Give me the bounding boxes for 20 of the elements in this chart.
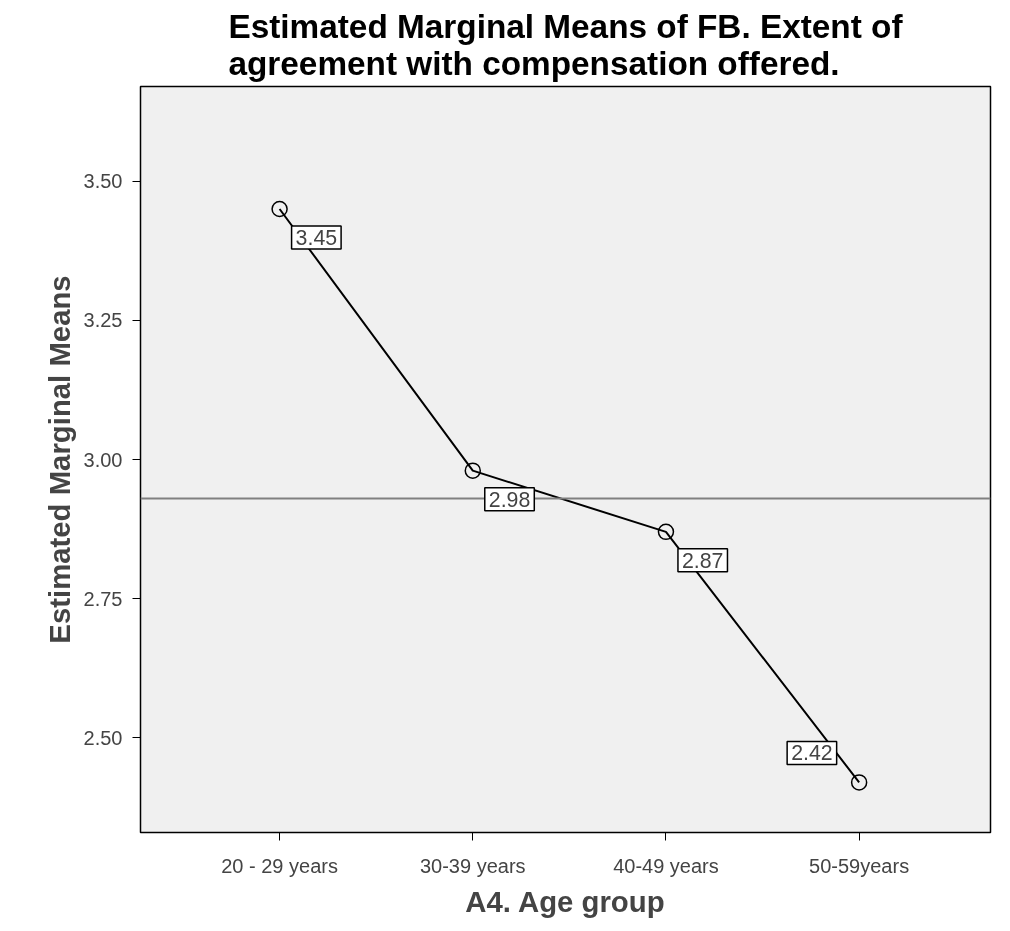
data-label: 2.87 — [681, 548, 724, 573]
y-tick-label: 3.25 — [83, 309, 123, 332]
y-tick-label: 2.75 — [83, 587, 123, 610]
point — [271, 200, 288, 218]
data-label: 2.42 — [791, 741, 833, 766]
x-axis-title: A4. Age group — [465, 884, 665, 918]
x-tick-label: 20 - 29 years — [221, 854, 338, 877]
data-label: 2.98 — [488, 487, 531, 512]
y-axis-title: Estimated Marginal Means — [42, 275, 76, 644]
point — [850, 774, 868, 791]
x-tick-label: 40-49 years — [613, 854, 719, 877]
point — [657, 523, 675, 541]
x-tick-label: 30-39 years — [419, 854, 526, 877]
x-tick-label: 50-59years — [809, 854, 910, 877]
y-tick-label: 2.50 — [83, 726, 123, 749]
point — [464, 462, 482, 479]
data-label: 3.45 — [295, 225, 338, 250]
y-tick-label: 3.00 — [83, 448, 123, 471]
y-tick-label: 3.50 — [83, 170, 123, 193]
chart-title: Estimated Marginal Means of FB. Extent of agreement with compensation offered. — [228, 7, 904, 82]
